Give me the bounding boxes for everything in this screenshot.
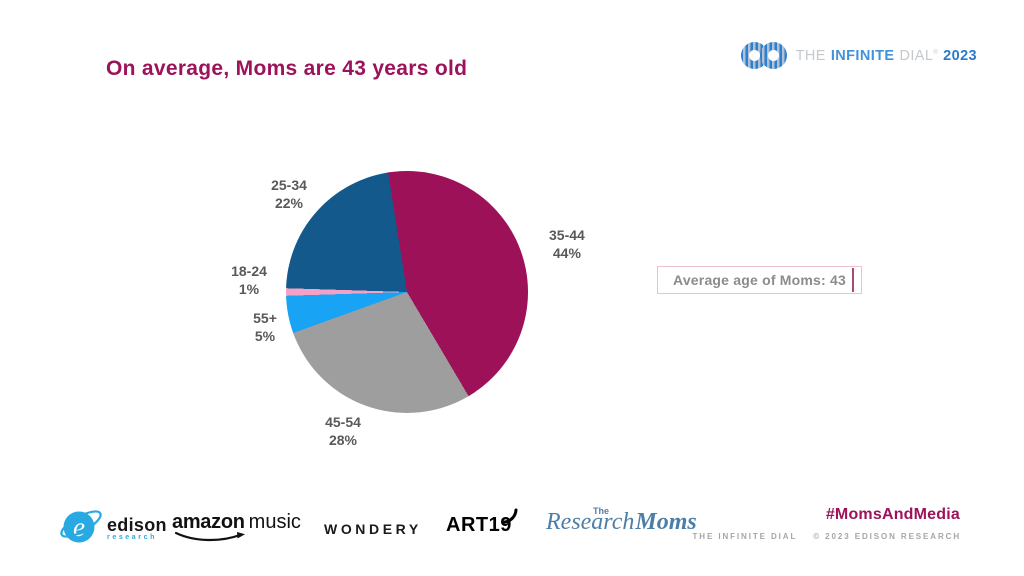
brand-word-infinite: INFINITE bbox=[830, 47, 895, 64]
edison-wordmark: edison research bbox=[107, 515, 167, 541]
brand-word-dial: DIAL® bbox=[899, 47, 939, 64]
pie-label-range: 18-24 bbox=[231, 263, 267, 279]
research-moms-moms: Moms bbox=[635, 509, 697, 535]
brand-word-the: THE bbox=[795, 47, 826, 64]
registered-mark: ® bbox=[933, 49, 939, 56]
infinity-rings-icon bbox=[740, 42, 787, 69]
research-moms-logo: The ResearchMoms bbox=[546, 506, 697, 537]
footer-copyright: © 2023 EDISON RESEARCH bbox=[813, 532, 961, 541]
music-word: music bbox=[248, 511, 301, 533]
pie-label-35-44: 35-44 44% bbox=[549, 226, 585, 262]
edison-sub: research bbox=[107, 534, 157, 541]
pie-label-range: 25-34 bbox=[271, 177, 307, 193]
average-age-callout: Average age of Moms: 43 bbox=[657, 266, 862, 294]
art19-wordmark: ART19 bbox=[446, 514, 512, 536]
pie-label-pct: 1% bbox=[238, 281, 260, 297]
infinite-dial-wordmark: THE INFINITE DIAL® 2023 bbox=[796, 48, 977, 64]
research-moms-the: The bbox=[593, 506, 610, 516]
pie-label-range: 35-44 bbox=[549, 227, 585, 243]
pie-label-range: 55+ bbox=[253, 310, 277, 326]
amazon-music-wordmark: amazon music bbox=[172, 511, 301, 534]
art19-signal-icon bbox=[503, 508, 518, 524]
pie-label-pct: 28% bbox=[328, 432, 358, 448]
edison-name: edison bbox=[107, 515, 167, 535]
amazon-smile-icon bbox=[174, 531, 245, 542]
pie-label-45-54: 45-54 28% bbox=[325, 413, 361, 449]
average-age-text: Average age of Moms: 43 bbox=[673, 272, 846, 288]
dial-ring-right-icon bbox=[759, 42, 787, 69]
pie-label-pct: 44% bbox=[552, 245, 581, 261]
pie-label-range: 45-54 bbox=[325, 414, 361, 430]
amazon-music-logo: amazon music bbox=[172, 511, 301, 542]
edison-planet-icon: e bbox=[60, 510, 102, 543]
pie-label-pct: 22% bbox=[274, 195, 304, 211]
pie-label-pct: 5% bbox=[254, 328, 276, 344]
pie-label-25-34: 25-34 22% bbox=[271, 176, 307, 212]
footer-brand: THE INFINITE DIAL bbox=[692, 532, 798, 541]
brand-year: 2023 bbox=[943, 47, 977, 64]
art19-logo: ART19 bbox=[446, 508, 518, 537]
callout-right-border bbox=[852, 268, 854, 292]
amazon-word: amazon bbox=[172, 511, 245, 533]
page-title: On average, Moms are 43 years old bbox=[106, 57, 468, 80]
infinite-dial-logo: THE INFINITE DIAL® 2023 bbox=[740, 42, 977, 69]
pie-label-55-plus: 55+ 5% bbox=[253, 309, 277, 345]
wondery-logo: WONDERY bbox=[324, 521, 422, 537]
pie-label-18-24: 18-24 1% bbox=[231, 262, 267, 298]
footer-credit: THE INFINITE DIAL © 2023 EDISON RESEARCH bbox=[693, 532, 961, 541]
pie-chart bbox=[286, 171, 528, 413]
edison-research-logo: e edison research bbox=[58, 500, 167, 550]
hashtag: #MomsAndMedia bbox=[825, 506, 960, 523]
research-moms-research: Research bbox=[546, 509, 635, 535]
